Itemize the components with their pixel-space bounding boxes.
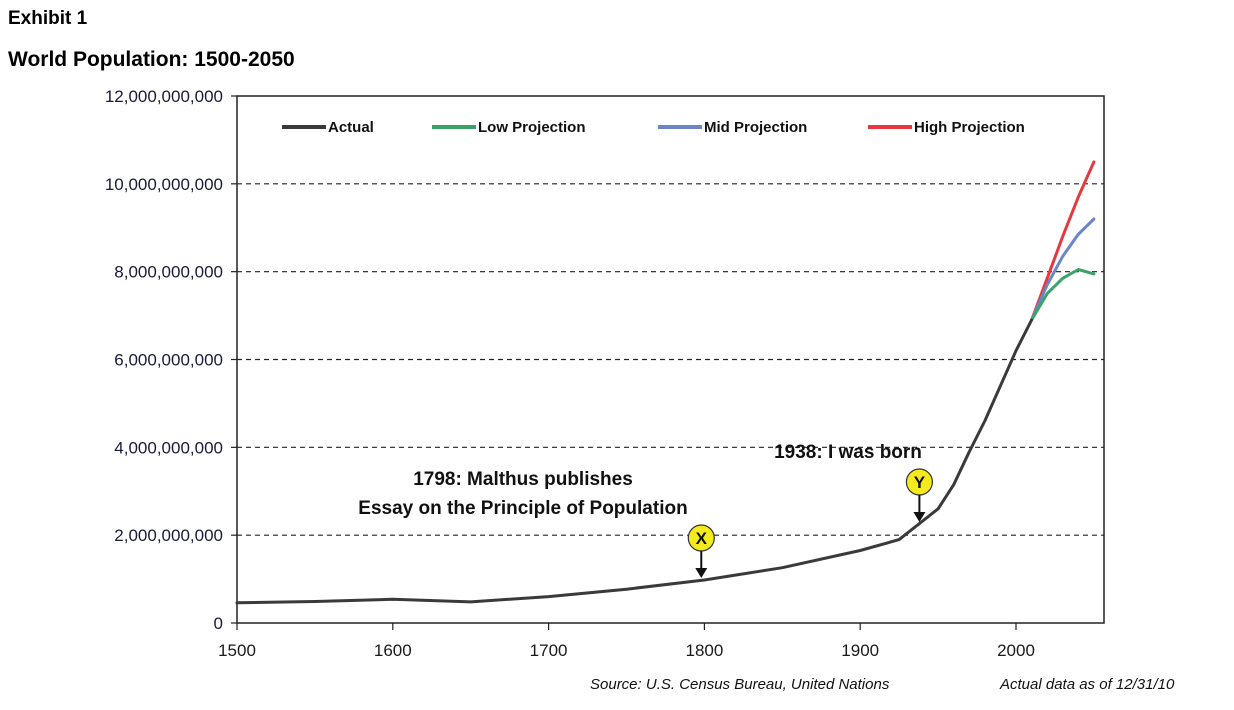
y-axis: 0 2,000,000,000 4,000,000,000 6,000,000,000…	[105, 87, 237, 633]
annotation-text: Essay on the Principle of Population	[358, 498, 687, 519]
as-of-note: Actual data as of 12/31/10	[1000, 676, 1175, 693]
annotation-marker-label: Y	[914, 473, 926, 492]
series-line-actual	[235, 318, 1034, 605]
series-line-mid-projection	[1030, 217, 1096, 322]
y-tick-label: 4,000,000,000	[114, 438, 223, 457]
x-tick-label: 1800	[685, 641, 723, 660]
annotation-marker-label: X	[696, 529, 708, 548]
annotation-arrow-head	[913, 512, 926, 522]
annotations: 1798: Malthus publishes Essay on the Prin…	[358, 442, 934, 578]
legend: Actual Low Projection Mid Projection High P…	[282, 119, 1025, 136]
series-line-low-projection	[1030, 268, 1096, 322]
x-axis: 1500 1600 1700 1800 1900 2000	[218, 623, 1035, 660]
series-line-high-projection	[1030, 160, 1096, 322]
x-tick-label: 1600	[374, 641, 412, 660]
x-tick-label: 1500	[218, 641, 256, 660]
annotation-arrow-head	[695, 568, 708, 578]
x-tick-label: 1900	[841, 641, 879, 660]
y-tick-label: 2,000,000,000	[114, 526, 223, 545]
annotation-text: 1938: I was born	[774, 442, 922, 463]
y-tick-label: 0	[214, 614, 223, 633]
x-tick-label: 2000	[997, 641, 1035, 660]
series-lines	[235, 160, 1096, 605]
gridlines	[237, 183, 1104, 536]
chart-title: World Population: 1500-2050	[8, 48, 295, 71]
legend-label: Actual	[328, 119, 374, 136]
legend-label: Mid Projection	[704, 119, 807, 136]
y-tick-label: 12,000,000,000	[105, 87, 223, 106]
annotation-text: 1798: Malthus publishes	[413, 469, 633, 490]
y-tick-label: 8,000,000,000	[114, 263, 223, 282]
x-tick-label: 1700	[530, 641, 568, 660]
y-tick-label: 10,000,000,000	[105, 175, 223, 194]
y-tick-label: 6,000,000,000	[114, 351, 223, 370]
exhibit-label: Exhibit 1	[8, 8, 88, 29]
legend-label: Low Projection	[478, 119, 586, 136]
legend-label: High Projection	[914, 119, 1025, 136]
source-note: Source: U.S. Census Bureau, United Natio…	[590, 676, 890, 693]
